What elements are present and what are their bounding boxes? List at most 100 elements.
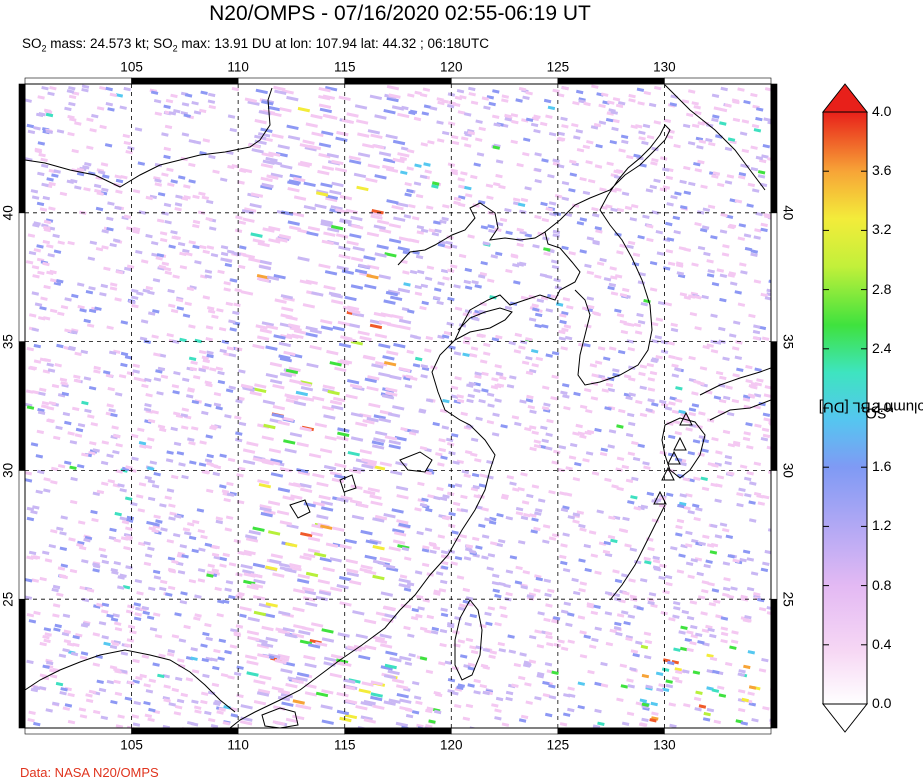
- so2-pixel: [295, 395, 309, 401]
- so2-pixel: [194, 613, 202, 618]
- so2-pixel: [96, 489, 105, 495]
- so2-pixel: [464, 285, 473, 290]
- so2-pixel: [593, 312, 602, 317]
- so2-pixel: [293, 329, 307, 335]
- so2-pixel: [713, 719, 722, 725]
- so2-pixel: [152, 278, 161, 283]
- so2-pixel: [167, 303, 176, 308]
- lon-tick-label-bottom: 110: [227, 738, 249, 753]
- so2-pixel: [525, 356, 533, 361]
- so2-pixel: [374, 514, 388, 521]
- so2-pixel: [640, 644, 649, 650]
- so2-pixel: [463, 336, 471, 341]
- so2-pixel: [486, 419, 495, 425]
- so2-pixel: [378, 228, 392, 234]
- so2-pixel: [45, 708, 53, 713]
- so2-pixel: [57, 566, 66, 571]
- so2-pixel: [217, 370, 225, 376]
- so2-pixel: [313, 552, 327, 558]
- so2-pixel: [616, 697, 624, 702]
- so2-pixel: [590, 396, 599, 401]
- so2-pixel: [190, 656, 198, 661]
- so2-pixel: [89, 441, 97, 446]
- so2-pixel: [31, 291, 40, 296]
- so2-pixel: [481, 507, 489, 512]
- so2-pixel: [706, 669, 714, 674]
- so2-pixel: [405, 713, 414, 719]
- so2-pixel: [323, 231, 336, 237]
- so2-pixel: [566, 305, 574, 310]
- so2-pixel: [336, 584, 349, 590]
- so2-pixel: [145, 689, 154, 694]
- so2-pixel: [706, 418, 715, 423]
- so2-pixel: [172, 533, 181, 538]
- so2-pixel: [357, 152, 371, 158]
- so2-pixel: [386, 350, 399, 356]
- so2-pixel: [305, 332, 318, 338]
- so2-pixel: [49, 674, 58, 679]
- so2-pixel: [25, 389, 34, 394]
- so2-pixel: [432, 421, 440, 427]
- so2-pixel: [688, 181, 696, 187]
- so2-pixel: [323, 285, 336, 291]
- so2-pixel: [107, 201, 115, 206]
- so2-pixel: [395, 721, 409, 728]
- so2-pixel: [254, 383, 267, 389]
- so2-pixel: [153, 98, 162, 104]
- so2-pixel: [665, 175, 674, 180]
- so2-pixel: [624, 543, 632, 548]
- frame-segment: [450, 727, 559, 735]
- so2-pixel: [168, 111, 177, 116]
- so2-pixel: [106, 216, 114, 221]
- so2-pixel: [545, 432, 553, 437]
- so2-pixel: [568, 251, 576, 256]
- so2-pixel: [635, 640, 643, 645]
- so2-pixel: [321, 719, 334, 725]
- so2-pixel: [128, 299, 136, 305]
- so2-pixel: [421, 548, 430, 553]
- so2-pixel: [112, 450, 120, 455]
- so2-pixel: [740, 270, 748, 275]
- so2-pixel: [643, 654, 652, 660]
- so2-pixel: [141, 654, 150, 659]
- so2-pixel: [66, 642, 75, 647]
- so2-pixel: [109, 286, 118, 291]
- so2-pixel: [272, 384, 285, 390]
- so2-pixel: [35, 454, 44, 459]
- so2-pixel: [561, 180, 570, 186]
- so2-pixel: [41, 550, 50, 555]
- so2-pixel: [170, 308, 179, 314]
- so2-pixel: [315, 691, 329, 698]
- lon-tick-label-bottom: 120: [440, 738, 463, 753]
- so2-pixel: [210, 252, 219, 258]
- so2-pixel: [685, 530, 693, 536]
- so2-pixel: [495, 696, 504, 702]
- so2-pixel: [679, 493, 687, 498]
- so2-pixel: [206, 306, 215, 311]
- so2-pixel: [642, 461, 650, 466]
- so2-pixel: [213, 392, 222, 397]
- so2-pixel: [614, 621, 622, 627]
- so2-pixel: [230, 713, 239, 718]
- so2-pixel: [89, 128, 97, 133]
- so2-pixel: [515, 511, 524, 516]
- so2-pixel: [424, 470, 432, 476]
- so2-pixel: [226, 249, 235, 254]
- so2-pixel: [67, 346, 76, 352]
- so2-pixel: [567, 707, 575, 713]
- so2-pixel: [171, 687, 180, 693]
- frame-segment: [770, 212, 778, 342]
- so2-pixel: [616, 207, 625, 213]
- so2-pixel: [133, 376, 142, 382]
- so2-pixel: [28, 313, 37, 318]
- so2-pixel: [253, 578, 266, 585]
- so2-pixel: [743, 431, 751, 436]
- so2-pixel: [144, 444, 153, 450]
- so2-pixel: [536, 644, 545, 649]
- so2-pixel: [133, 700, 142, 706]
- so2-pixel: [469, 726, 477, 728]
- so2-pixel: [162, 724, 171, 728]
- so2-pixel: [254, 134, 267, 141]
- so2-pixel: [224, 527, 233, 532]
- so2-pixel: [682, 123, 691, 129]
